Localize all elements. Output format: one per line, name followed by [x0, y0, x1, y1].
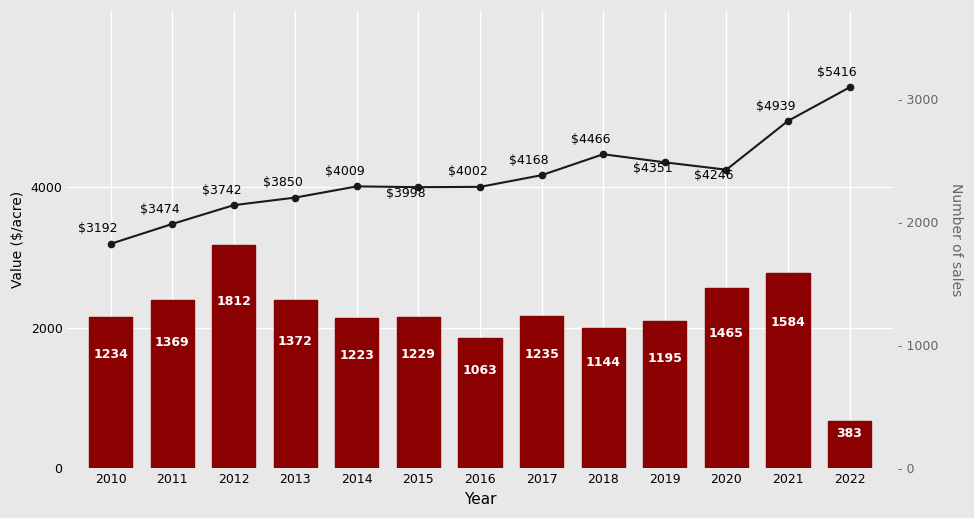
Bar [581, 327, 624, 468]
Text: $4002: $4002 [448, 165, 488, 178]
Text: $4009: $4009 [324, 165, 364, 178]
Bar [89, 316, 132, 468]
Bar [828, 421, 871, 468]
Bar [151, 300, 194, 468]
Bar [212, 246, 255, 468]
Text: 1223: 1223 [339, 349, 374, 362]
Text: 1465: 1465 [709, 327, 744, 340]
Text: $4246: $4246 [694, 169, 733, 182]
Text: 1369: 1369 [155, 336, 189, 349]
Bar [520, 316, 563, 468]
Text: 1063: 1063 [463, 364, 498, 377]
Text: 1195: 1195 [648, 352, 682, 365]
Bar [274, 299, 317, 468]
Text: 1229: 1229 [401, 349, 436, 362]
Bar [459, 338, 502, 468]
Text: $3474: $3474 [140, 203, 179, 215]
Text: 1235: 1235 [524, 348, 559, 361]
X-axis label: Year: Year [464, 492, 497, 507]
Text: 1812: 1812 [216, 295, 251, 308]
Y-axis label: Number of sales: Number of sales [949, 183, 963, 296]
Text: $4939: $4939 [756, 99, 796, 112]
Bar [335, 318, 379, 468]
Text: 1584: 1584 [770, 315, 805, 329]
Text: $3192: $3192 [79, 222, 118, 235]
Bar [705, 288, 748, 468]
Text: 1144: 1144 [585, 356, 620, 369]
Text: $3742: $3742 [202, 184, 242, 197]
Text: $5416: $5416 [817, 66, 857, 79]
Text: $3850: $3850 [263, 176, 303, 189]
Bar [767, 274, 809, 468]
Bar [643, 321, 687, 468]
Text: 383: 383 [837, 427, 863, 440]
Text: $3998: $3998 [387, 187, 426, 200]
Y-axis label: Value ($/acre): Value ($/acre) [11, 191, 25, 289]
Bar [396, 317, 440, 468]
Text: 1234: 1234 [94, 348, 128, 361]
Text: 1372: 1372 [278, 335, 313, 348]
Text: $4168: $4168 [509, 154, 549, 167]
Text: $4466: $4466 [571, 133, 611, 146]
Text: $4351: $4351 [633, 162, 672, 175]
